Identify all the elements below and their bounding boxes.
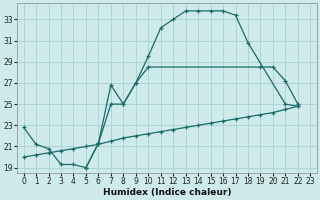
X-axis label: Humidex (Indice chaleur): Humidex (Indice chaleur) — [103, 188, 231, 197]
